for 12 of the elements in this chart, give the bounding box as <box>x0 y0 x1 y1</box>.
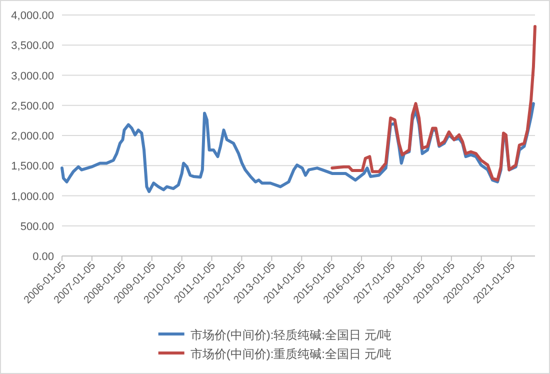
legend-label: 市场价(中间价):轻质纯碱:全国日 元/吨 <box>190 328 392 342</box>
y-tick-label: 3,500.00 <box>11 40 54 52</box>
y-tick-label: 1,000.00 <box>11 190 54 203</box>
y-tick-label: 2,000.00 <box>11 130 54 142</box>
y-tick-label: 500.00 <box>20 220 54 233</box>
y-tick-label: 2,500.00 <box>11 100 54 112</box>
y-tick-label: 1,500.00 <box>11 160 54 173</box>
y-tick-label: 3,000.00 <box>11 70 54 82</box>
line-series <box>330 24 536 182</box>
y-tick-label: 4,000.00 <box>11 10 54 22</box>
legend-label: 市场价(中间价):重质纯碱:全国日 元/吨 <box>190 347 392 361</box>
y-tick-label: 0.00 <box>32 251 54 263</box>
